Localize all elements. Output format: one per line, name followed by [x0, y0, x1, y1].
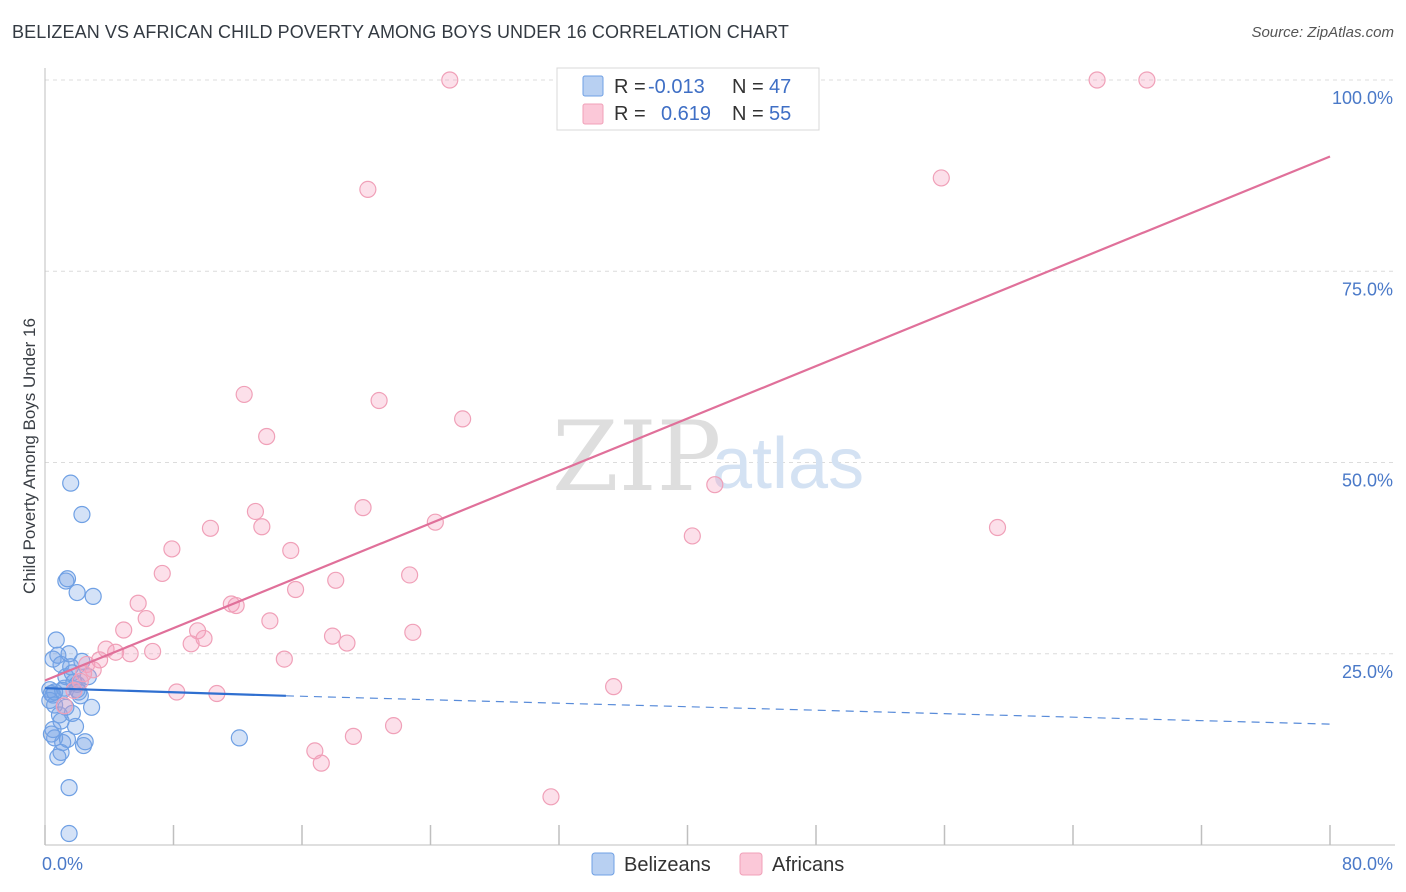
african-point-7: [454, 410, 472, 428]
bottom-legend-swatch-belizeans: [591, 852, 615, 876]
bottom-legend-label-belizeans: Belizeans: [624, 854, 711, 876]
african-point-17: [163, 540, 181, 558]
legend-swatch-africans: [582, 103, 604, 125]
y-tick-label-1: 50.0%: [1342, 471, 1393, 491]
belizean-point-38: [62, 474, 80, 492]
belizean-point-40: [60, 779, 78, 797]
african-point-6: [370, 391, 388, 410]
trend-line-belizeans: [44, 687, 286, 697]
legend-box: R = -0.013 N = 47 R = 0.619 N = 55: [556, 67, 820, 131]
watermark-atlas: atlas: [712, 424, 864, 504]
legend-n-value-belizeans: 47: [769, 76, 791, 98]
african-point-19: [153, 564, 171, 583]
belizean-point-19: [58, 730, 77, 749]
african-point-9: [706, 476, 724, 494]
african-point-40: [275, 650, 293, 668]
african-point-33: [338, 634, 356, 652]
x-tick-label-1: 80.0%: [1342, 854, 1393, 874]
african-point-5: [235, 385, 253, 404]
legend-n-label-africans: N =: [732, 103, 764, 125]
african-point-38: [144, 642, 162, 661]
african-point-22: [286, 580, 305, 599]
x-tick-label-0: 0.0%: [42, 854, 83, 874]
african-point-12: [201, 519, 220, 537]
trend-lines: [44, 155, 1331, 725]
belizean-point-20: [60, 645, 78, 663]
belizean-point-34: [84, 587, 102, 605]
african-point-53: [71, 672, 89, 690]
y-tick-label-0: 25.0%: [1342, 662, 1393, 682]
african-point-15: [683, 527, 701, 545]
african-point-0: [441, 71, 459, 89]
african-point-52: [542, 788, 560, 806]
belizean-point-33: [82, 698, 101, 716]
belizean-point-41: [60, 824, 78, 843]
african-point-2: [1138, 71, 1156, 89]
belizean-point-42: [230, 729, 248, 747]
african-point-1: [1088, 71, 1106, 89]
belizean-point-37: [58, 570, 77, 588]
bottom-legend-swatch-africans: [739, 852, 763, 876]
legend-r-value-africans: 0.619: [661, 103, 711, 125]
belizean-point-45: [42, 725, 61, 743]
gridlines: [45, 79, 1395, 655]
y-tick-label-2: 75.0%: [1342, 279, 1393, 299]
african-point-49: [344, 727, 362, 745]
belizean-point-25: [66, 717, 85, 736]
trend-line-belizeans-extension: [285, 695, 1331, 725]
african-point-48: [384, 717, 403, 735]
african-point-32: [195, 629, 213, 648]
y-tick-labels: 25.0% 50.0% 75.0% 100.0%: [1332, 88, 1393, 682]
african-point-10: [246, 502, 265, 521]
belizean-point-43: [49, 748, 67, 766]
african-point-16: [988, 518, 1007, 537]
african-point-8: [258, 427, 276, 446]
chart-title: BELIZEAN VS AFRICAN CHILD POVERTY AMONG …: [12, 22, 789, 42]
african-point-44: [65, 681, 83, 700]
african-point-54: [55, 697, 73, 715]
african-point-34: [182, 635, 200, 653]
series-africans-points: [55, 71, 1156, 806]
legend-n-label-belizeans: N =: [732, 76, 764, 98]
trend-line-africans: [44, 155, 1331, 682]
belizean-point-39: [73, 505, 91, 524]
y-tick-label-3: 100.0%: [1332, 88, 1393, 108]
source-credit: Source: ZipAtlas.com: [1251, 24, 1394, 41]
bottom-legend-label-africans: Africans: [772, 854, 844, 876]
belizean-point-31: [76, 733, 94, 751]
african-point-3: [359, 180, 377, 198]
african-point-51: [312, 754, 330, 772]
african-point-13: [253, 518, 271, 536]
belizean-point-6: [47, 631, 65, 649]
axes: [44, 68, 1395, 846]
african-point-26: [137, 609, 155, 628]
african-point-27: [261, 612, 279, 630]
african-point-23: [129, 594, 147, 612]
legend-swatch-belizeans: [582, 75, 604, 97]
african-point-21: [401, 566, 419, 584]
african-point-31: [404, 623, 422, 641]
african-point-11: [354, 499, 372, 517]
african-point-20: [327, 571, 345, 589]
african-point-4: [932, 169, 950, 187]
african-point-30: [323, 627, 342, 645]
legend-r-value-belizeans: -0.013: [648, 76, 705, 98]
legend-n-value-africans: 55: [769, 103, 791, 125]
legend-r-label-africans: R =: [614, 103, 646, 125]
bottom-legend: Belizeans Africans: [591, 852, 844, 876]
x-tick-labels: 0.0% 80.0%: [42, 854, 1393, 874]
belizean-point-35: [68, 583, 86, 602]
african-point-28: [115, 621, 133, 639]
y-axis-label: Child Poverty Among Boys Under 16: [20, 318, 39, 594]
african-point-47: [605, 678, 623, 696]
legend-r-label-belizeans: R =: [614, 76, 646, 98]
watermark-zip: ZIP: [552, 401, 721, 513]
african-point-18: [282, 541, 300, 560]
